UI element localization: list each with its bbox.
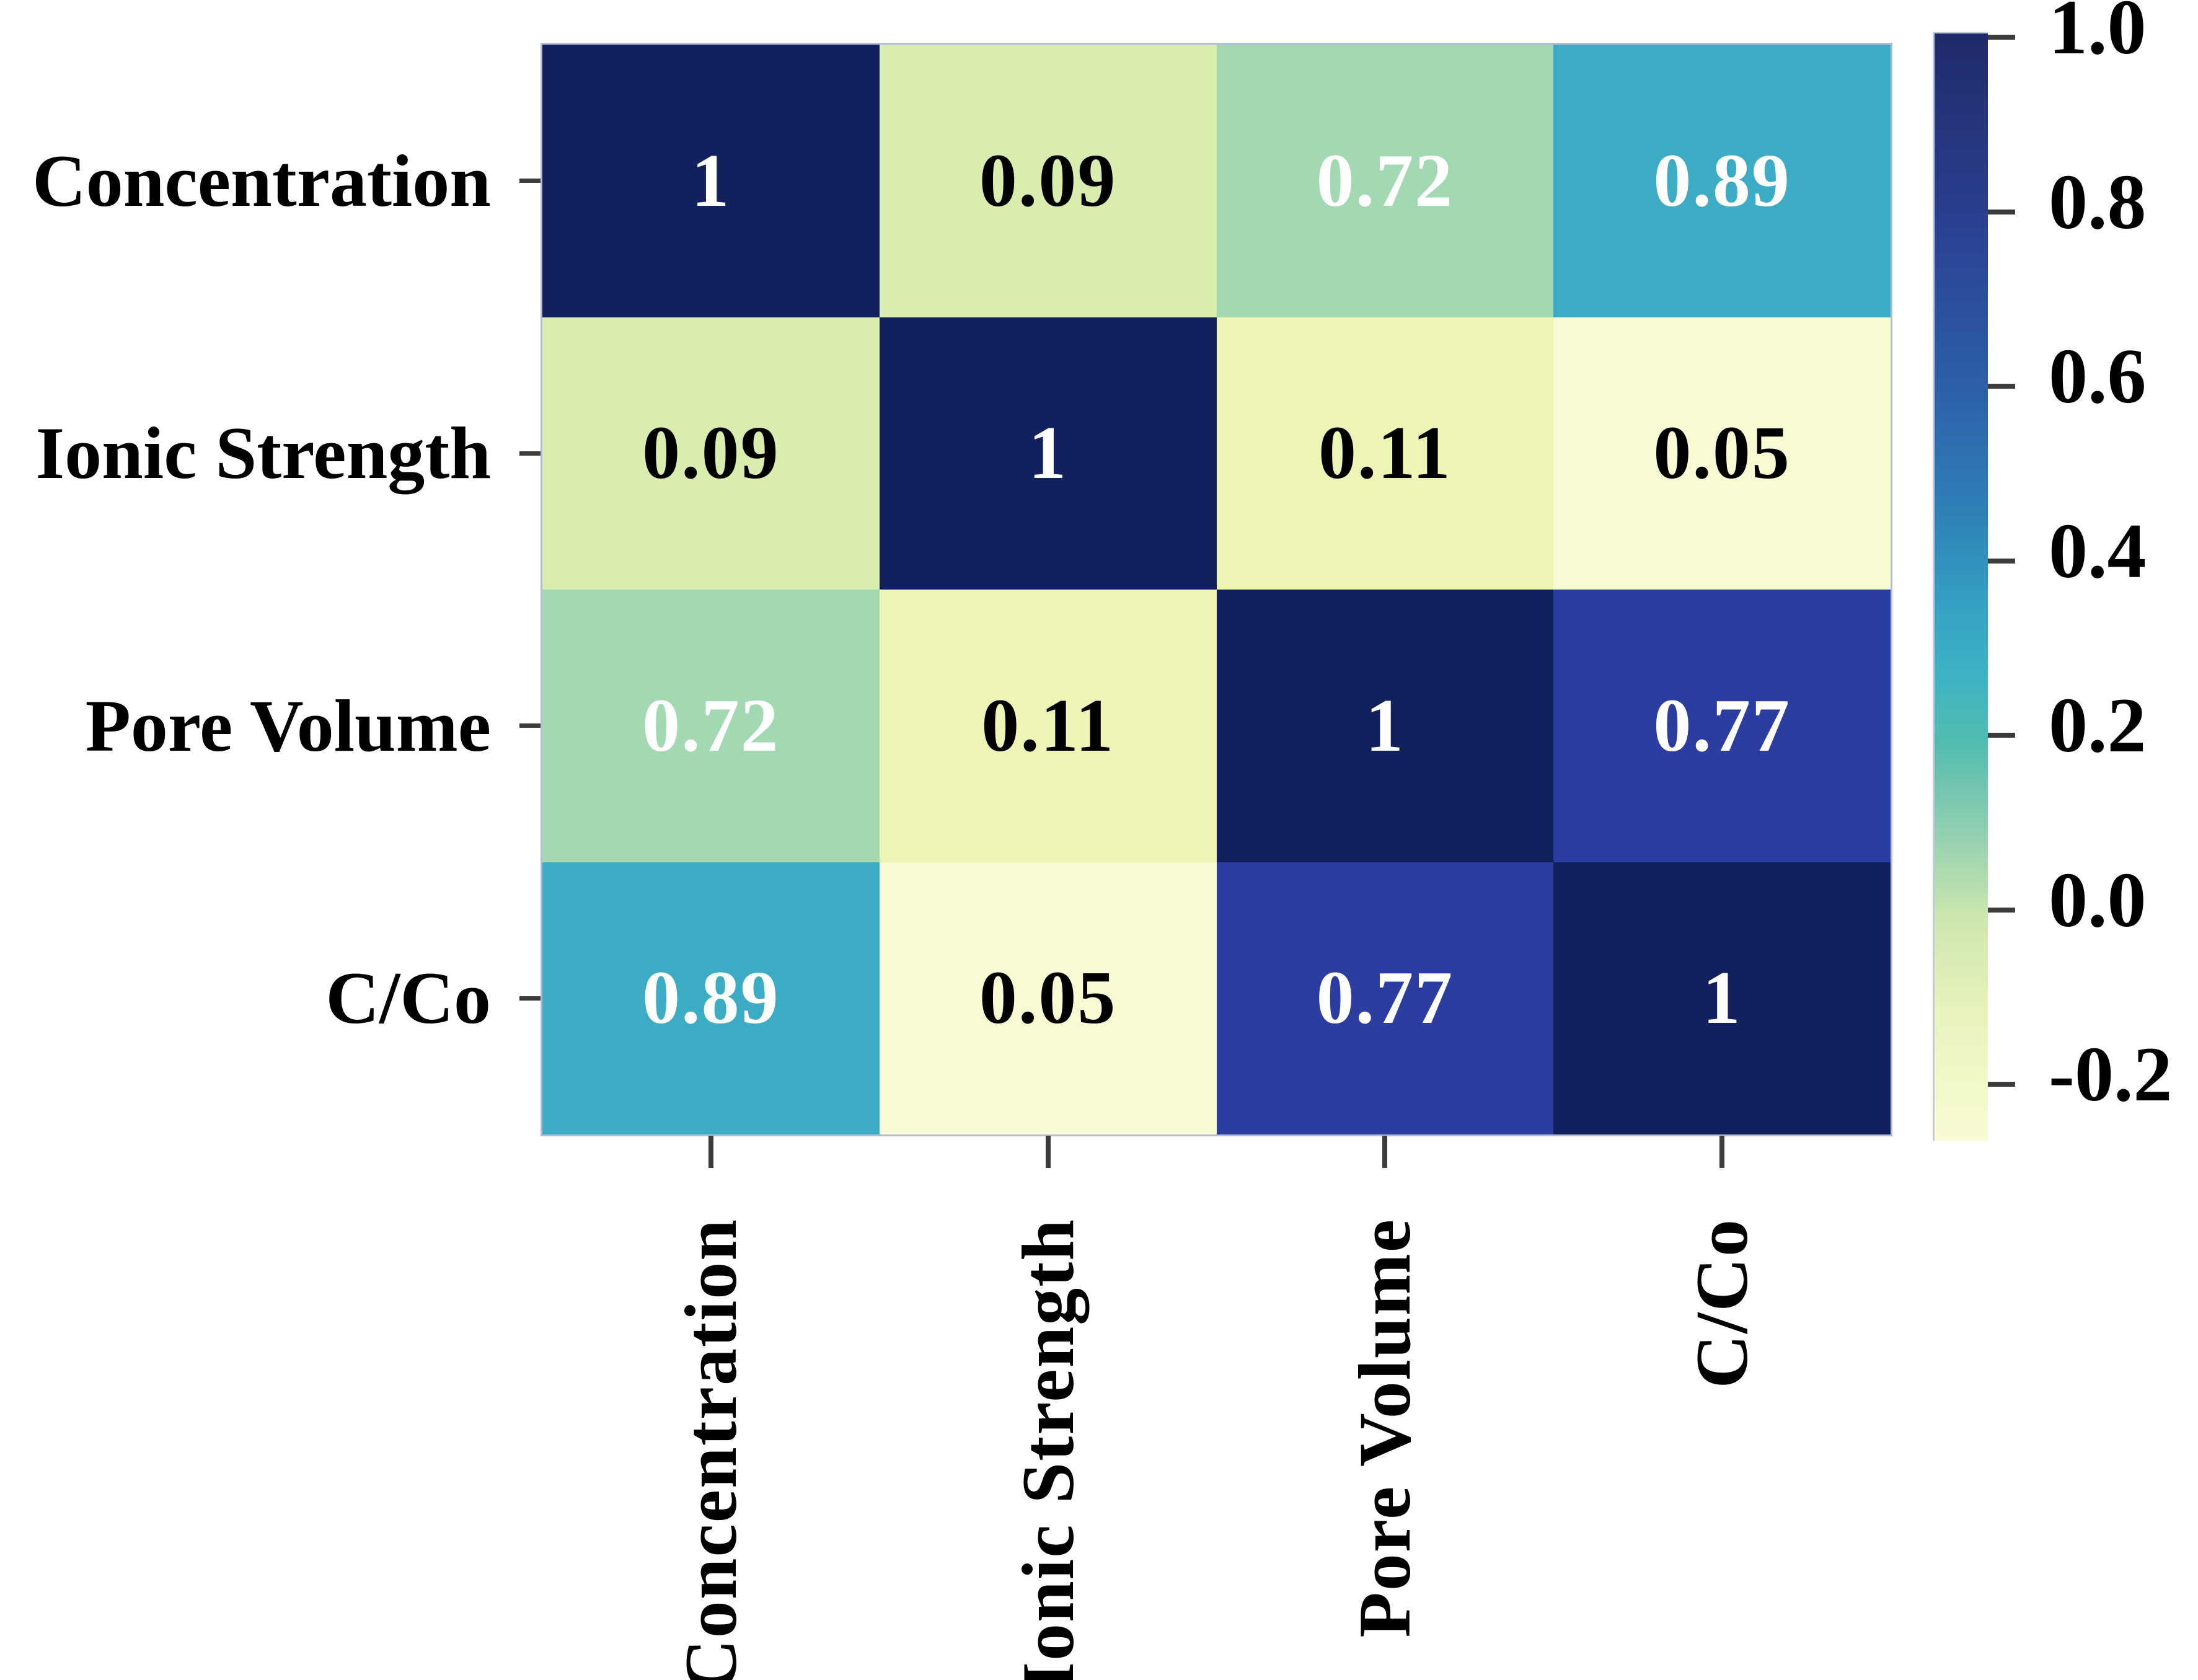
- y-tick-mark: [519, 179, 541, 183]
- heatmap-cell-r2c0: 0.72: [542, 590, 880, 862]
- colorbar-gradient: [1933, 32, 1988, 1141]
- colorbar-tick-mark: [1988, 1082, 2015, 1087]
- colorbar-tick-mark: [1988, 384, 2015, 389]
- heatmap-cell-r3c2: 0.77: [1216, 862, 1554, 1134]
- heatmap-cell-r0c2: 0.72: [1216, 45, 1554, 317]
- column-label-1: Ionic Strength: [1006, 1218, 1089, 1680]
- colorbar-tick-label-1: 0.8: [2049, 159, 2147, 245]
- x-tick-slot: [1217, 1136, 1554, 1168]
- column-label-slot-1: Ionic Strength: [880, 1218, 1217, 1680]
- cell-value: 1: [1365, 683, 1405, 767]
- heatmap-cell-r3c0: 0.89: [542, 862, 880, 1134]
- colorbar-tick-label-5: 0.0: [2049, 857, 2147, 944]
- x-tick-slot: [880, 1136, 1217, 1168]
- column-label-0: Concentration: [669, 1218, 752, 1680]
- cell-value: 0.11: [1318, 411, 1452, 495]
- heatmap-cell-r1c0: 0.09: [542, 317, 880, 590]
- colorbar-tick-mark: [1988, 733, 2015, 738]
- cell-value: 0.77: [1316, 956, 1454, 1040]
- cell-value: 0.09: [979, 138, 1117, 223]
- cell-value: 0.72: [642, 683, 780, 767]
- colorbar-tick-label-4: 0.2: [2049, 683, 2147, 769]
- y-tick-mark: [519, 723, 541, 728]
- colorbar-tick-label-6: -0.2: [2049, 1032, 2173, 1118]
- x-tick-mark: [1719, 1136, 1725, 1168]
- heatmap-cell-r3c3: 1: [1553, 862, 1891, 1134]
- heatmap-cell-r0c0: 1: [542, 45, 880, 317]
- colorbar-tick-label-3: 0.4: [2049, 508, 2147, 595]
- cell-value: 0.09: [642, 411, 780, 495]
- row-label-0: Concentration: [32, 139, 491, 222]
- colorbar-tick-label-0: 1.0: [2049, 0, 2147, 71]
- y-tick-mark: [519, 451, 541, 456]
- heatmap-cell-r1c2: 0.11: [1216, 317, 1554, 590]
- heatmap-cell-r2c3: 0.77: [1553, 590, 1891, 862]
- heatmap-grid: 1 0.09 0.72 0.89 0.09 1 0.11 0.05 0.72 0.11 1 0.77 0…: [541, 43, 1892, 1136]
- column-label-3: C/Co: [1680, 1218, 1763, 1389]
- x-axis-ticks: [542, 1136, 1891, 1168]
- heatmap-cell-r0c3: 0.89: [1553, 45, 1891, 317]
- y-tick-slot: [519, 317, 541, 590]
- cell-value: 0.89: [642, 956, 780, 1040]
- y-tick-slot: [519, 45, 541, 317]
- cell-value: 0.05: [979, 956, 1117, 1040]
- row-label-2: Pore Volume: [85, 684, 491, 767]
- row-label-1: Ionic Strength: [35, 412, 491, 495]
- y-tick-slot: [519, 590, 541, 862]
- column-label-slot-2: Pore Volume: [1217, 1218, 1554, 1680]
- cell-value: 0.05: [1653, 411, 1791, 495]
- heatmap-cell-r1c3: 0.05: [1553, 317, 1891, 590]
- colorbar-tick-mark: [1988, 209, 2015, 214]
- cell-value: 0.89: [1653, 138, 1791, 223]
- colorbar-tick-mark: [1988, 907, 2015, 913]
- x-tick-mark: [1045, 1136, 1051, 1168]
- y-axis-labels: Concentration Ionic Strength Pore Volume C/…: [0, 45, 491, 1134]
- heatmap-cell-r0c1: 0.09: [879, 45, 1217, 317]
- x-tick-slot: [1553, 1136, 1891, 1168]
- x-tick-mark: [708, 1136, 713, 1168]
- colorbar-tick-mark: [1988, 558, 2015, 564]
- y-tick-slot: [519, 862, 541, 1135]
- column-label-2: Pore Volume: [1343, 1218, 1426, 1638]
- heatmap-cell-r3c1: 0.05: [879, 862, 1217, 1134]
- cell-value: 1: [1702, 956, 1742, 1040]
- cell-value: 0.77: [1653, 683, 1791, 767]
- colorbar-tick-label-2: 0.6: [2049, 334, 2147, 420]
- colorbar-tick-mark: [1988, 35, 2015, 40]
- heatmap-cell-r2c1: 0.11: [879, 590, 1217, 862]
- cell-value: 0.11: [981, 683, 1115, 767]
- x-tick-slot: [542, 1136, 880, 1168]
- x-tick-mark: [1382, 1136, 1388, 1168]
- heatmap-cell-r2c2: 1: [1216, 590, 1554, 862]
- heatmap-cell-r1c1: 1: [879, 317, 1217, 590]
- row-label-3: C/Co: [325, 957, 491, 1040]
- column-label-slot-3: C/Co: [1553, 1218, 1891, 1680]
- cell-value: 1: [1028, 411, 1068, 495]
- y-tick-mark: [519, 996, 541, 1001]
- column-label-slot-0: Concentration: [542, 1218, 880, 1680]
- cell-value: 0.72: [1316, 138, 1454, 223]
- cell-value: 1: [691, 138, 731, 223]
- y-axis-ticks: [519, 45, 541, 1134]
- x-axis-labels: Concentration Ionic Strength Pore Volume C/…: [542, 1218, 1891, 1680]
